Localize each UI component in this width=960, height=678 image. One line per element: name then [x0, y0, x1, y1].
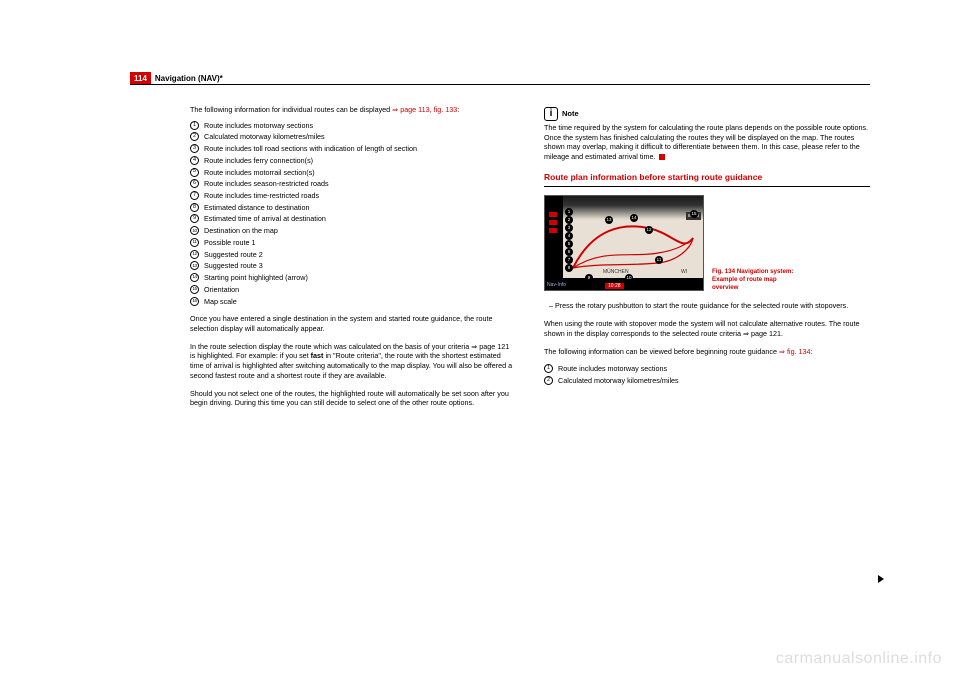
- li-2: Calculated motorway kilometres/miles: [204, 132, 325, 142]
- dash-text: – Press the rotary pushbutton to start t…: [549, 301, 848, 311]
- end-square-icon: [659, 154, 665, 160]
- watermark: carmanualsonline.info: [776, 650, 942, 668]
- li-12: Suggested route 2: [204, 250, 263, 260]
- li-10: Destination on the map: [204, 226, 278, 236]
- continue-arrow-icon: [878, 575, 884, 583]
- left-intro-a: The following information for individual…: [190, 105, 392, 114]
- circ-10: 10: [190, 226, 199, 235]
- circ-5: 5: [190, 168, 199, 177]
- svg-text:WI: WI: [681, 269, 687, 275]
- rcirc-2: 2: [544, 376, 553, 385]
- left-p1: Once you have entered a single destinati…: [190, 314, 516, 333]
- right-column: i Note The time required by the system f…: [544, 105, 870, 638]
- circ-7: 7: [190, 191, 199, 200]
- note-header: i Note: [544, 107, 870, 121]
- li-5: Route includes motorrail section(s): [204, 168, 315, 178]
- circ-14: 14: [190, 273, 199, 282]
- li-11: Possible route 1: [204, 238, 256, 248]
- dash-instruction: – Press the rotary pushbutton to start t…: [544, 301, 870, 311]
- note-text-a: The time required by the system for calc…: [544, 123, 868, 161]
- subhead-rule: [544, 186, 870, 187]
- li-16: Map scale: [204, 297, 237, 307]
- figure-caption: Fig. 134 Navigation system: Example of r…: [712, 268, 802, 291]
- right-p2-b: :: [811, 347, 813, 356]
- left-intro-ref: ⇒ page 113, fig. 133: [392, 105, 457, 114]
- circ-4: 4: [190, 156, 199, 165]
- li-8: Estimated distance to destination: [204, 203, 309, 213]
- li-6: Route includes season-restricted roads: [204, 179, 329, 189]
- content-columns: The following information for individual…: [190, 105, 870, 638]
- circ-8: 8: [190, 203, 199, 212]
- left-intro-b: :: [457, 105, 459, 114]
- figure-image: Nav-Info 10:28 MÜNCHEN WI 80km 1 2 3: [544, 195, 704, 291]
- left-p2: In the route selection display the route…: [190, 342, 516, 381]
- section-title: Navigation (NAV)*: [155, 74, 223, 83]
- figure-wrap: Nav-Info 10:28 MÜNCHEN WI 80km 1 2 3: [544, 195, 870, 291]
- left-p2-bold: fast: [311, 351, 324, 360]
- circ-13: 13: [190, 261, 199, 270]
- note-text: The time required by the system for calc…: [544, 123, 870, 162]
- right-p2-a: The following information can be viewed …: [544, 347, 779, 356]
- circ-9: 9: [190, 214, 199, 223]
- header-rule: [130, 84, 870, 85]
- right-p1: When using the route with stopover mode …: [544, 319, 870, 338]
- right-p2-ref: ⇒ fig. 134: [779, 347, 811, 356]
- circ-2: 2: [190, 132, 199, 141]
- rcirc-1: 1: [544, 364, 553, 373]
- navinfo-label: Nav-Info: [547, 282, 566, 289]
- li-9: Estimated time of arrival at destination: [204, 214, 326, 224]
- circ-3: 3: [190, 144, 199, 153]
- circ-6: 6: [190, 179, 199, 188]
- fig-sidebar: [545, 196, 563, 290]
- rli-1: Route includes motorway sections: [558, 364, 667, 374]
- note-label: Note: [562, 109, 579, 119]
- right-numbered-list: 1 Route includes motorway sections 2 Calcu…: [544, 364, 870, 385]
- fig-redtag-1: [549, 212, 557, 217]
- li-7: Route includes time-restricted roads: [204, 191, 319, 201]
- fig-clock: 10:28: [605, 283, 624, 290]
- li-1: Route includes motorway sections: [204, 121, 313, 131]
- circ-15: 15: [190, 285, 199, 294]
- circ-12: 12: [190, 250, 199, 259]
- rli-2: Calculated motorway kilometres/miles: [558, 376, 679, 386]
- left-numbered-list: 1 Route includes motorway sections 2 Calcu…: [190, 121, 516, 307]
- subhead: Route plan information before starting r…: [544, 172, 870, 183]
- li-4: Route includes ferry connection(s): [204, 156, 313, 166]
- right-p2: The following information can be viewed …: [544, 347, 870, 357]
- fig-redtag-2: [549, 220, 557, 225]
- li-14: Starting point highlighted (arrow): [204, 273, 308, 283]
- left-intro: The following information for individual…: [190, 105, 516, 115]
- circ-11: 11: [190, 238, 199, 247]
- circ-1: 1: [190, 121, 199, 130]
- manual-page: 114 Navigation (NAV)* The following info…: [0, 0, 960, 678]
- fig-redtag-3: [549, 228, 557, 233]
- li-3: Route includes toll road sections with i…: [204, 144, 417, 154]
- li-13: Suggested route 3: [204, 261, 263, 271]
- circ-16: 16: [190, 297, 199, 306]
- left-p3: Should you not select one of the routes,…: [190, 389, 516, 408]
- svg-text:MÜNCHEN: MÜNCHEN: [603, 268, 629, 275]
- info-icon: i: [544, 107, 558, 121]
- left-column: The following information for individual…: [190, 105, 516, 638]
- li-15: Orientation: [204, 285, 239, 295]
